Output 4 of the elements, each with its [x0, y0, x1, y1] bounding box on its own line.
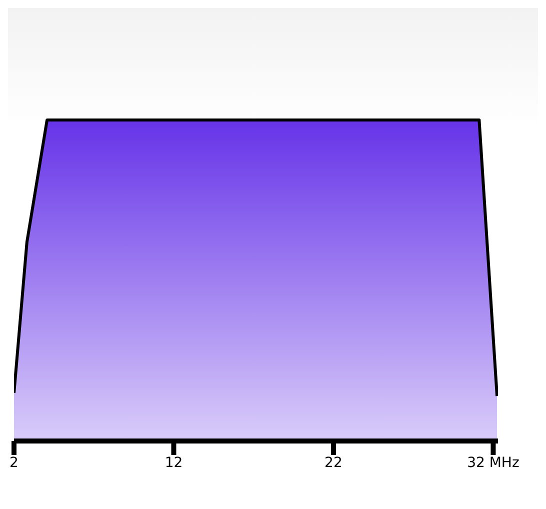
x-tick-label: 2 — [10, 454, 18, 471]
x-tick-label: 32 MHz — [467, 454, 520, 471]
x-tick-label: 22 — [324, 454, 342, 471]
x-tick-label: 12 — [164, 454, 183, 471]
